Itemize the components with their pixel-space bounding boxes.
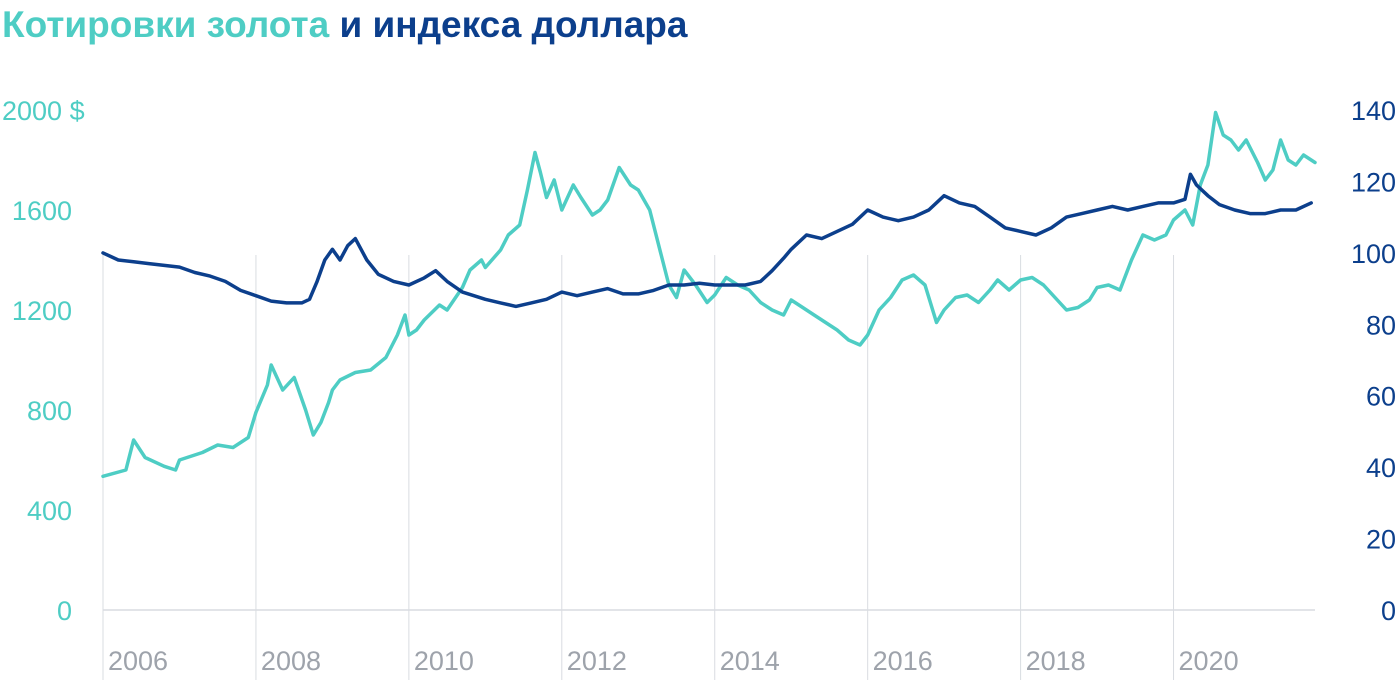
y-right-tick-label: 100 xyxy=(1351,239,1396,269)
gold-series-line xyxy=(101,110,1317,479)
x-tick-label: 2006 xyxy=(108,646,168,676)
y-right-tick-label: 0 xyxy=(1381,596,1396,626)
title-dollar-part: и индекса доллара xyxy=(329,4,688,45)
y-left-tick-label: 0 xyxy=(57,596,72,626)
x-tick-label: 2018 xyxy=(1026,646,1086,676)
y-right-tick-label: 20 xyxy=(1366,525,1396,555)
y-right-tick-label: 120 xyxy=(1351,167,1396,197)
y-left-tick-label: 2000 $ xyxy=(2,96,85,126)
title-gold-part: Котировки золота xyxy=(2,4,330,45)
x-tick-label: 2014 xyxy=(720,646,780,676)
y-left-tick-label: 800 xyxy=(27,396,72,426)
x-tick-label: 2010 xyxy=(414,646,474,676)
y-left-tick-label: 1600 xyxy=(12,196,72,226)
x-tick-label: 2012 xyxy=(567,646,627,676)
x-tick-label: 2020 xyxy=(1179,646,1239,676)
y-left-tick-label: 1200 xyxy=(12,296,72,326)
y-left-tick-label: 400 xyxy=(27,496,72,526)
y-right-tick-label: 40 xyxy=(1366,453,1396,483)
y-right-tick-label: 60 xyxy=(1366,382,1396,412)
chart-title: Котировки золота и индекса доллара xyxy=(2,4,687,46)
y-right-tick-label: 140 xyxy=(1351,96,1396,126)
dollar-series-line xyxy=(101,172,1313,309)
y-right-tick-label: 80 xyxy=(1366,310,1396,340)
x-tick-label: 2016 xyxy=(873,646,933,676)
x-tick-label: 2008 xyxy=(261,646,321,676)
